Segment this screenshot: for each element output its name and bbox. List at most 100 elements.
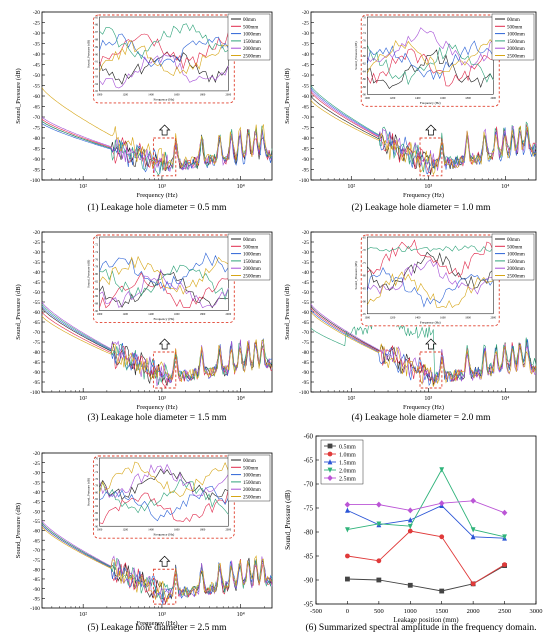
y-tick-label: -25 (33, 461, 40, 467)
legend-label: 1500mm (507, 260, 525, 265)
y-tick-label: -65 (33, 320, 40, 326)
y-tick-label: -75 (33, 558, 40, 564)
y-tick-label: -20 (302, 230, 309, 236)
y-tick-label: -65 (302, 105, 309, 111)
inset-y-tick-label: -84 (362, 70, 366, 73)
y-tick-label: -70 (304, 481, 314, 489)
y-tick-label: -90 (302, 157, 309, 163)
y-tick-label: -55 (302, 84, 309, 90)
inset-x-axis-label: Frequency (Hz) (154, 97, 175, 101)
data-point (376, 558, 382, 564)
inset-y-tick-label: -70 (362, 16, 366, 19)
y-tick-label: -80 (302, 350, 309, 356)
y-tick-label: -60 (304, 433, 314, 441)
legend-label: 00mm (507, 238, 520, 243)
up-arrow-icon (158, 555, 171, 567)
y-tick-label: -20 (302, 10, 309, 16)
x-tick-label: 10³ (158, 184, 166, 190)
x-tick-label: 10³ (424, 396, 432, 402)
legend-box (227, 454, 271, 502)
y-tick-label: -35 (33, 480, 40, 486)
y-tick-label: -30 (302, 31, 309, 37)
data-point (407, 507, 414, 514)
inset-y-axis-label: Sound_Pressure (dB) (354, 42, 358, 70)
y-tick-label: -60 (302, 94, 309, 100)
inset-y-tick-label: -76 (94, 478, 98, 481)
legend-label: 2500mm (243, 275, 261, 280)
inset-x-tick-label: 2000 (226, 313, 232, 316)
inset-y-tick-label: -86 (94, 295, 98, 298)
y-tick-label: -40 (302, 270, 309, 276)
spectrum-series-500mm (41, 118, 273, 172)
inset-x-tick-label: 2000 (490, 97, 496, 100)
y-axis-label: Sound_Pressure (dB) (15, 503, 22, 558)
inset-x-axis-label: Frequency (Hz) (420, 101, 441, 105)
y-tick-label: -20 (33, 230, 40, 236)
y-axis-label: Sound_Pressure (dB) (284, 489, 292, 549)
spectrum-series-2000mm (310, 303, 537, 385)
y-tick-label: -80 (33, 350, 40, 356)
data-point (345, 576, 350, 582)
legend-marker (327, 459, 333, 465)
y-tick-label: -75 (302, 340, 309, 346)
x-tick-label: 10² (79, 396, 87, 402)
inset-plot-frame (367, 236, 494, 315)
inset-series-1000mm (367, 266, 494, 308)
y-tick-label: -30 (302, 250, 309, 256)
y-tick-label: -60 (33, 529, 40, 535)
y-tick-label: -20 (33, 451, 40, 457)
inset-x-tick-label: 1400 (415, 316, 421, 319)
x-axis-label: Frequency (Hz) (137, 620, 178, 627)
inset-y-tick-label: -95 (94, 90, 98, 93)
y-tick-label: -35 (302, 260, 309, 266)
inset-series-2000mm (367, 259, 494, 295)
inset-y-tick-label: -86 (94, 512, 98, 515)
inset-y-axis-label: Sound_Pressure (dB) (354, 261, 358, 289)
inset-y-tick-label: -86 (94, 24, 98, 27)
inset-y-tick-label: -76 (94, 258, 98, 261)
y-tick-label: -70 (302, 115, 309, 121)
legend-marker (327, 451, 333, 457)
legend-label: 500mm (507, 25, 522, 30)
inset-y-tick-label: -91 (94, 61, 98, 64)
inset-series-2000mm (99, 268, 229, 309)
spectrum-panel-2: -20 -25 -30 -35 -40 -45 -50 -55 -60 -65 -70 -75 -80 -… (284, 10, 537, 213)
y-tick-label: -50 (33, 509, 40, 515)
legend-label: 1.0mm (339, 452, 356, 458)
y-tick-label: -25 (33, 21, 40, 27)
legend-label: 2500mm (507, 275, 525, 280)
legend-label: 2000mm (243, 267, 261, 272)
spectrum-series-2000mm (41, 116, 272, 174)
spectrum-series-2500mm (310, 311, 537, 387)
data-point (439, 588, 445, 594)
inset-y-tick-label: -92 (94, 68, 98, 71)
y-tick-label: -85 (304, 553, 314, 561)
x-tick-label: 10² (79, 184, 87, 190)
data-point (502, 534, 507, 540)
spectrum-series-2500mm (41, 526, 273, 603)
legend-box (227, 13, 271, 61)
y-tick-label: -40 (302, 52, 309, 58)
x-tick-label: 10⁴ (237, 184, 245, 190)
y-tick-label: -50 (33, 290, 40, 296)
inset-x-tick-label: 2000 (490, 316, 496, 319)
inset-x-tick-label: 1000 (97, 93, 103, 96)
y-tick-label: -55 (33, 300, 40, 306)
inset-x-tick-label: 1200 (122, 93, 128, 96)
x-axis-label: Frequency (Hz) (137, 192, 178, 199)
inset-y-tick-label: -72 (94, 464, 98, 467)
x-tick-label: 10² (79, 612, 87, 618)
y-tick-label: -95 (302, 168, 309, 174)
inset-y-tick-label: -74 (94, 471, 98, 474)
spectrum-series-2000mm (41, 520, 273, 600)
inset-x-tick-label: 1400 (148, 313, 154, 316)
inset-x-tick-label: 1800 (200, 313, 206, 316)
up-arrow-icon (425, 338, 437, 350)
legend-marker (327, 443, 333, 449)
data-point (376, 521, 382, 527)
inset-y-tick-label: -86 (362, 78, 366, 81)
y-tick-label: -50 (33, 73, 40, 79)
inset-x-tick-label: 1000 (364, 316, 370, 319)
inset-y-tick-label: -82 (94, 498, 98, 501)
spectrum-series-2500mm (41, 87, 273, 171)
